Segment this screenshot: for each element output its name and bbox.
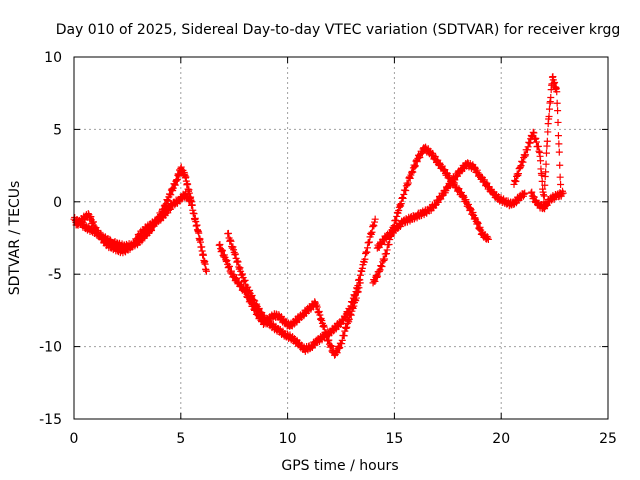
y-tick-label: 10	[44, 50, 62, 66]
y-tick-label: -15	[39, 412, 62, 428]
y-tick-label: 5	[53, 122, 62, 138]
y-tick-label: -5	[48, 267, 62, 283]
x-tick-label: 10	[279, 431, 297, 447]
y-tick-label: 0	[53, 195, 62, 211]
series-6	[373, 159, 529, 252]
y-axis-label: SDTVAR / TECUs	[7, 181, 23, 296]
y-tick-label: -10	[39, 340, 62, 356]
chart-title: Day 010 of 2025, Sidereal Day-to-day VTE…	[56, 22, 621, 38]
plot-frame	[73, 56, 609, 420]
x-tick-label: 0	[70, 431, 79, 447]
x-axis-label: GPS time / hours	[281, 458, 398, 474]
series-6-markers	[373, 159, 529, 252]
series-5	[369, 143, 492, 287]
series-2	[72, 189, 195, 257]
series-2-markers	[72, 189, 195, 257]
x-tick-label: 25	[599, 431, 617, 447]
series-7-markers	[510, 73, 565, 206]
series-4-markers	[215, 241, 364, 359]
x-tick-label: 5	[176, 431, 185, 447]
series-5-markers	[369, 143, 492, 287]
series-8-markers	[527, 187, 567, 213]
x-tick-label: 20	[492, 431, 510, 447]
data-layer	[70, 73, 567, 359]
tick-layer: 0 5 10 15 20 25 -15 -10 -5 0 5 10	[39, 50, 617, 447]
series-7	[510, 73, 565, 206]
series-8	[527, 187, 567, 213]
series-4	[215, 241, 364, 359]
x-tick-label: 15	[385, 431, 403, 447]
